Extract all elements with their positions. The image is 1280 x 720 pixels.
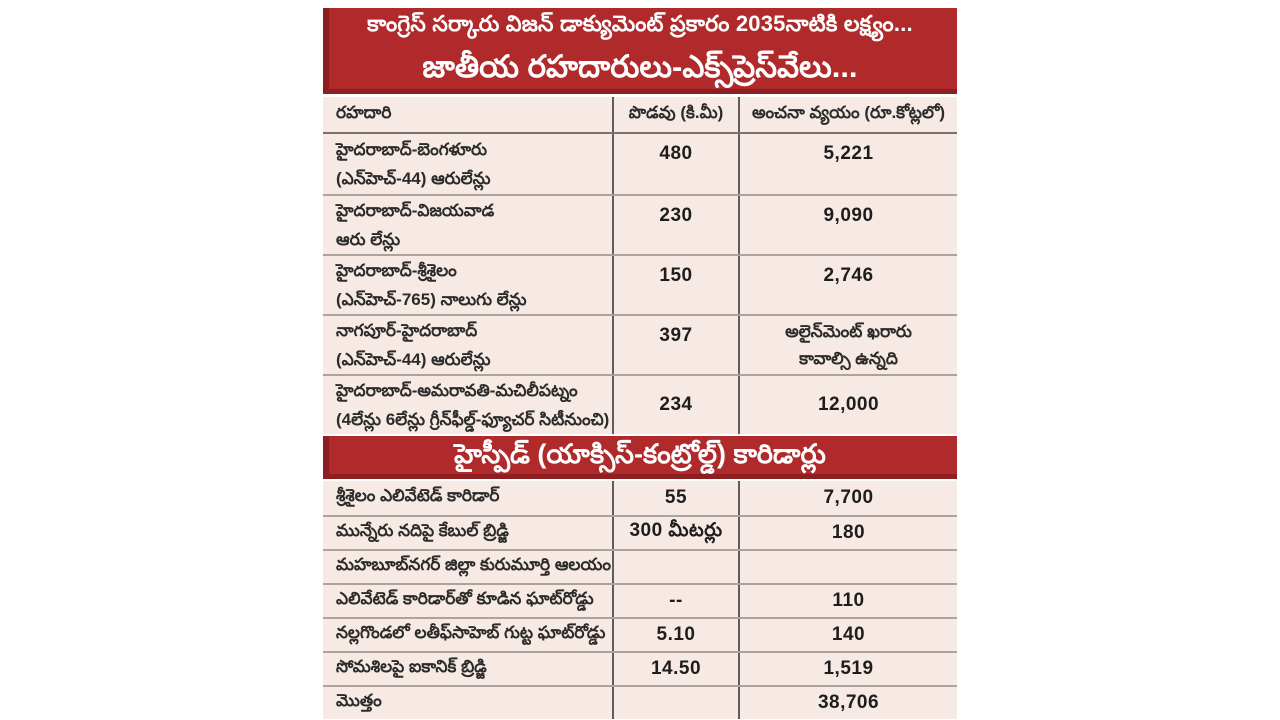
road-name-line2: ఆరు లేన్లు [336,230,401,249]
headline-subtitle: కాంగ్రెస్ సర్కారు విజన్ డాక్యుమెంట్ ప్రక… [367,10,913,36]
cost-cell [738,551,957,583]
table-row: హైదరాబాద్-విజయవాడ ఆరు లేన్లు 230 9,090 [323,194,957,254]
column-header-road: రహదారి [336,102,392,122]
newspaper-infographic: కాంగ్రెస్ సర్కారు విజన్ డాక్యుమెంట్ ప్రక… [323,0,957,719]
table-row: హైదరాబాద్-శ్రీశైలం (ఎన్‌హెచ్-765) నాలుగు… [323,254,957,314]
table-row: శ్రీశైలం ఎలివేటెడ్ కారిడార్ 55 7,700 [323,481,957,515]
road-name-line1: నాగపూర్-హైదరాబాద్ [336,321,478,340]
table-row: హైదరాబాద్-అమరావతి-మచిలీపట్నం (4లేన్లు 6ల… [323,374,957,434]
length-cell [612,551,738,583]
length-cell [612,687,738,719]
table-row: ఎలివేటెడ్ కారిడార్‌తో కూడిన ఘాట్‌రోడ్డు … [323,583,957,617]
road-cell: హైదరాబాద్-బెంగళూరు (ఎన్‌హెచ్-44) ఆరులేన్… [323,134,612,194]
national-highways-table: రహదారి పొడవు (కి.మీ) అంచనా వ్యయం (రూ.కోట… [323,97,957,434]
column-header-cost: అంచనా వ్యయం (రూ.కోట్లలో) [738,97,957,132]
cost-note-line2: కావాల్సి ఉన్నది [799,349,898,368]
headline-title: జాతీయ రహదారులు-ఎక్స్‌ప్రెస్‌వేలు... [422,48,858,84]
length-cell: 150 [612,256,738,314]
road-name-line1: హైదరాబాద్-విజయవాడ [336,201,495,220]
highspeed-corridors-banner: హైస్పీడ్ (యాక్సిస్-కంట్రోల్డ్) కారిడార్ల… [323,436,957,479]
cost-cell: 7,700 [738,481,957,515]
table-row: మహబూబ్‌నగర్ జిల్లా కురుమూర్తి ఆలయం [323,549,957,583]
cost-cell: 5,221 [738,134,957,194]
cost-cell: 180 [738,517,957,549]
cost-cell: 2,746 [738,256,957,314]
cost-cell: 110 [738,585,957,617]
cost-cell: అలైన్‌మెంట్ ఖరారు కావాల్సి ఉన్నది [738,316,957,374]
road-cell: నల్లగొండలో లతీఫ్‌సాహెబ్ గుట్ట ఘాట్‌రోడ్డ… [336,623,606,642]
cost-cell: 9,090 [738,196,957,254]
road-cell: శ్రీశైలం ఎలివేటెడ్ కారిడార్ [336,486,500,505]
road-name-line2: (ఎన్‌హెచ్-765) నాలుగు లేన్లు [336,290,527,309]
total-cost: 38,706 [738,687,957,719]
table-header-row: రహదారి పొడవు (కి.మీ) అంచనా వ్యయం (రూ.కోట… [323,97,957,134]
road-name-line2: (ఎన్‌హెచ్-44) ఆరులేన్లు [336,169,491,188]
length-cell: 14.50 [612,653,738,685]
length-cell: 55 [612,481,738,515]
length-cell: 234 [612,376,738,434]
road-cell: సోమశిలపై ఐకానిక్ బ్రిడ్జి [336,657,487,676]
length-cell: 397 [612,316,738,374]
cost-cell: 140 [738,619,957,651]
highspeed-corridors-table: శ్రీశైలం ఎలివేటెడ్ కారిడార్ 55 7,700 మున… [323,481,957,719]
road-name-line1: హైదరాబాద్-బెంగళూరు [336,140,488,159]
road-name-line2: (4లేన్లు 6లేన్లు గ్రీన్‌ఫీల్డ్-ఫ్యూచర్ స… [336,410,610,429]
total-row: మొత్తం 38,706 [323,685,957,719]
length-cell: -- [612,585,738,617]
length-cell: 5.10 [612,619,738,651]
headline-banner: కాంగ్రెస్ సర్కారు విజన్ డాక్యుమెంట్ ప్రక… [323,8,957,94]
table-row: నాగపూర్-హైదరాబాద్ (ఎన్‌హెచ్-44) ఆరులేన్ల… [323,314,957,374]
length-cell: 230 [612,196,738,254]
road-cell: హైదరాబాద్-శ్రీశైలం (ఎన్‌హెచ్-765) నాలుగు… [323,256,612,314]
road-name-line1: హైదరాబాద్-అమరావతి-మచిలీపట్నం [336,381,578,400]
cost-note-line1: అలైన్‌మెంట్ ఖరారు [785,322,912,341]
road-cell: నాగపూర్-హైదరాబాద్ (ఎన్‌హెచ్-44) ఆరులేన్ల… [323,316,612,374]
road-cell: మహబూబ్‌నగర్ జిల్లా కురుమూర్తి ఆలయం [336,555,611,574]
highspeed-corridors-title: హైస్పీడ్ (యాక్సిస్-కంట్రోల్డ్) కారిడార్ల… [454,438,826,469]
length-cell: 300 మీటర్లు [612,517,738,549]
table-row: సోమశిలపై ఐకానిక్ బ్రిడ్జి 14.50 1,519 [323,651,957,685]
table-row: మున్నేరు నదిపై కేబుల్ బ్రిడ్జి 300 మీటర్… [323,515,957,549]
road-cell: హైదరాబాద్-అమరావతి-మచిలీపట్నం (4లేన్లు 6ల… [323,376,612,434]
column-header-length: పొడవు (కి.మీ) [612,97,738,132]
cost-cell: 12,000 [738,376,957,434]
table-row: హైదరాబాద్-బెంగళూరు (ఎన్‌హెచ్-44) ఆరులేన్… [323,134,957,194]
cost-cell: 1,519 [738,653,957,685]
road-cell: ఎలివేటెడ్ కారిడార్‌తో కూడిన ఘాట్‌రోడ్డు [336,589,594,608]
length-cell: 480 [612,134,738,194]
total-label: మొత్తం [336,691,382,710]
table-row: నల్లగొండలో లతీఫ్‌సాహెబ్ గుట్ట ఘాట్‌రోడ్డ… [323,617,957,651]
road-cell: హైదరాబాద్-విజయవాడ ఆరు లేన్లు [323,196,612,254]
road-cell: మున్నేరు నదిపై కేబుల్ బ్రిడ్జి [336,521,509,540]
road-name-line2: (ఎన్‌హెచ్-44) ఆరులేన్లు [336,350,491,369]
road-name-line1: హైదరాబాద్-శ్రీశైలం [336,261,457,280]
